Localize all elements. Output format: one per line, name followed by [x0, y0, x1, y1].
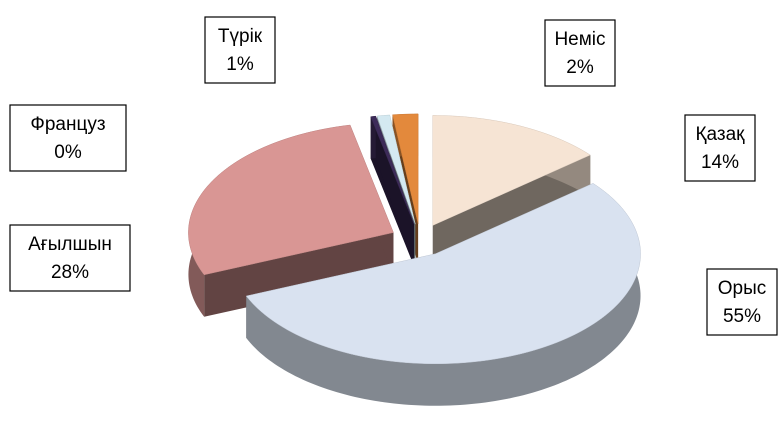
label-box: [204, 16, 276, 84]
slice-top: [392, 113, 419, 224]
category-label: Түрік: [218, 26, 263, 47]
value-label: 1%: [226, 54, 254, 75]
label-box: [684, 114, 756, 182]
value-label: 0%: [54, 142, 82, 163]
slice: [370, 115, 415, 267]
label-box: [544, 19, 616, 87]
label-box: [9, 104, 127, 172]
label-box: [706, 268, 778, 336]
label-box: [9, 224, 131, 292]
category-label: Неміс: [554, 29, 605, 50]
category-label: Француз: [30, 114, 105, 135]
slice-side: [370, 116, 376, 159]
slice-side: [375, 116, 415, 267]
slice: [245, 183, 641, 406]
slice-top: [376, 114, 416, 225]
slice-top: [432, 115, 591, 226]
value-label: 14%: [701, 152, 739, 173]
category-label: Орыс: [718, 278, 767, 299]
slice-top: [188, 124, 394, 276]
category-label: Қазақ: [695, 124, 745, 145]
slice-top: [370, 115, 415, 225]
slice-side: [246, 183, 641, 406]
slice-top: [245, 183, 641, 365]
category-label: Ағылшын: [28, 234, 112, 255]
value-label: 28%: [51, 262, 89, 283]
value-label: 55%: [723, 306, 761, 327]
slice: [432, 115, 591, 268]
value-label: 2%: [566, 57, 594, 78]
